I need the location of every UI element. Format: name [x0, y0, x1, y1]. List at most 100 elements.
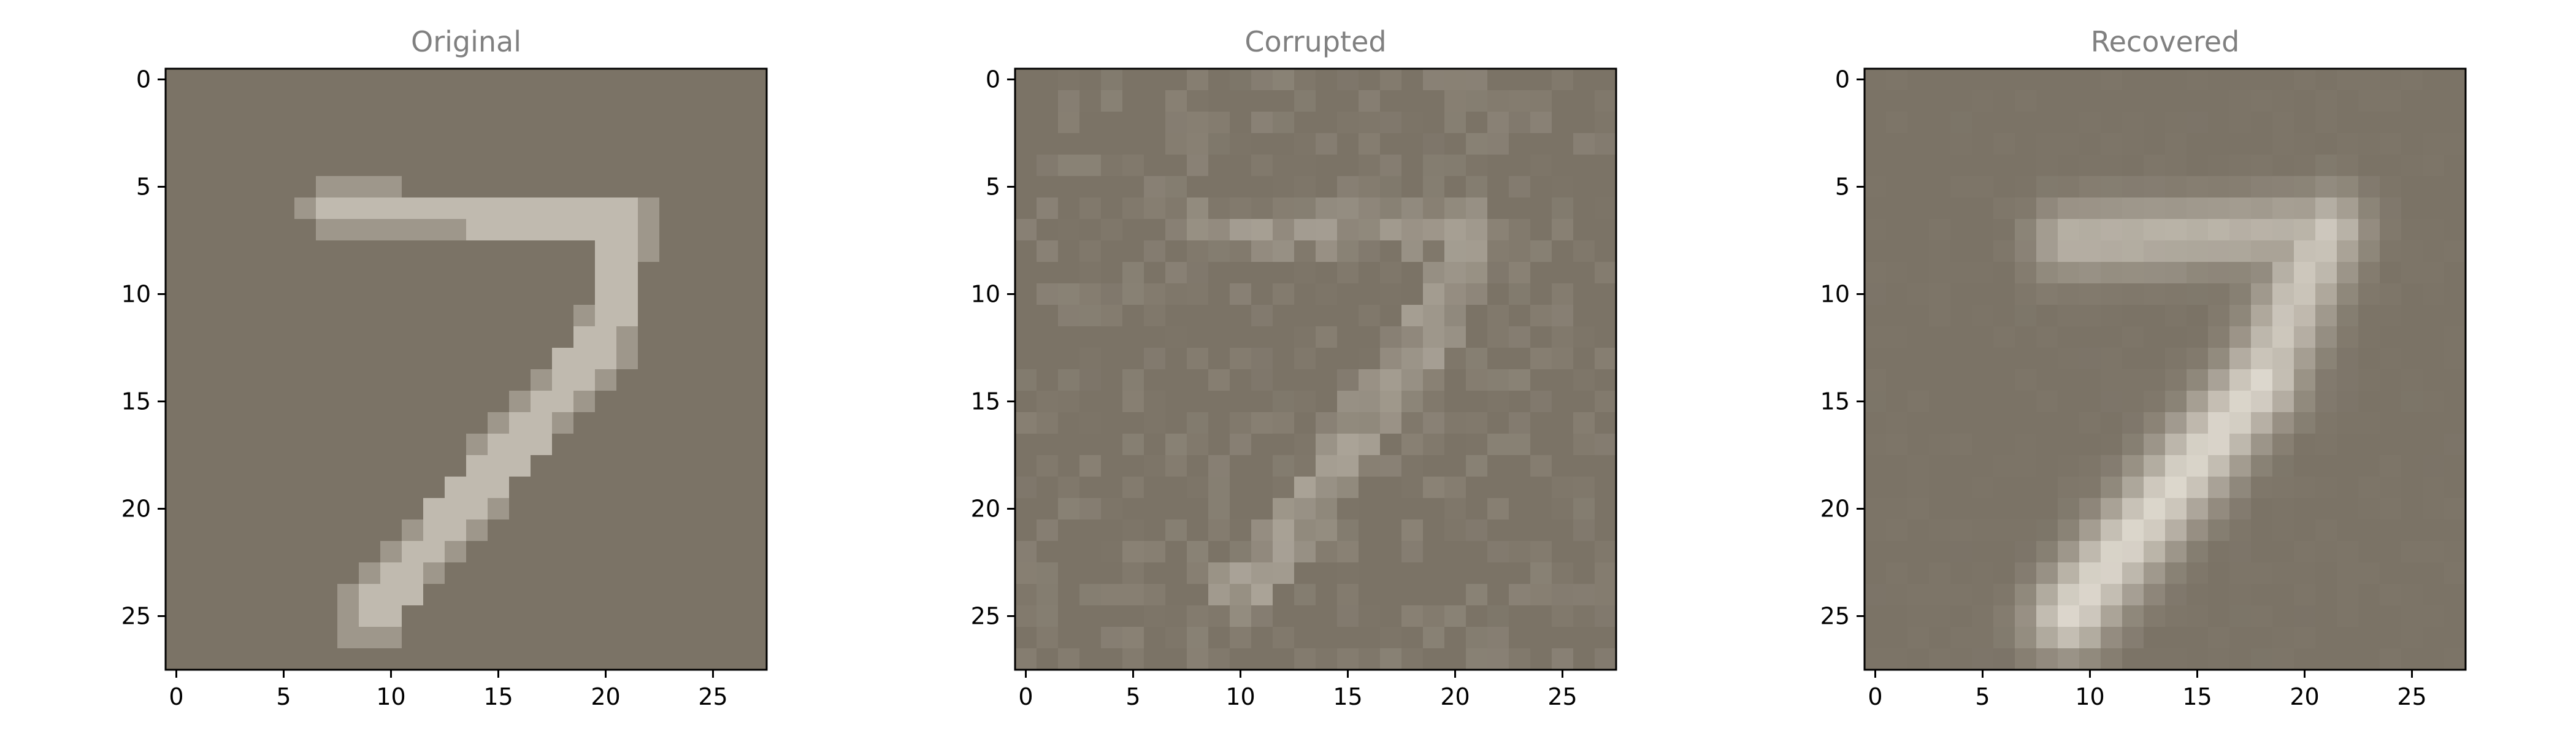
pixel	[1423, 584, 1445, 606]
pixel	[337, 240, 359, 263]
pixel	[1101, 541, 1123, 563]
pixel	[1058, 305, 1080, 327]
pixel	[2165, 262, 2187, 284]
pixel	[445, 112, 467, 134]
pixel	[1530, 176, 1552, 198]
pixel	[1444, 541, 1466, 563]
pixel	[2380, 562, 2402, 585]
pixel	[1079, 498, 1102, 520]
pixel	[1079, 219, 1102, 241]
pixel	[187, 305, 209, 327]
pixel	[1993, 112, 2015, 134]
pixel	[1380, 648, 1402, 670]
pixel	[488, 519, 510, 542]
pixel	[1907, 434, 1930, 456]
pixel	[2122, 648, 2144, 670]
pixel	[1316, 519, 1338, 542]
pixel	[1865, 562, 1887, 585]
pixel	[2294, 455, 2316, 477]
pixel	[2358, 412, 2380, 434]
pixel	[402, 69, 424, 91]
pixel	[2122, 155, 2144, 177]
pixel	[2272, 498, 2294, 520]
pixel	[1993, 412, 2015, 434]
pixel	[1573, 434, 1595, 456]
pixel	[337, 434, 359, 456]
pixel	[1015, 477, 1037, 499]
pixel	[616, 605, 638, 627]
pixel	[1929, 477, 1951, 499]
pixel	[1015, 605, 1037, 627]
pixel	[2380, 519, 2402, 542]
pixel	[1337, 326, 1359, 348]
pixel	[2380, 305, 2402, 327]
pixel	[1337, 90, 1359, 112]
pixel	[1101, 305, 1123, 327]
pixel	[2079, 584, 2101, 606]
pixel	[1359, 176, 1381, 198]
y-tick-label: 15	[971, 388, 1000, 415]
pixel	[1466, 412, 1488, 434]
pixel	[2315, 155, 2337, 177]
pixel	[294, 541, 316, 563]
pixel	[2337, 262, 2359, 284]
pixel	[1380, 627, 1402, 649]
pixel	[2358, 562, 2380, 585]
pixel	[552, 197, 574, 220]
pixel	[659, 412, 681, 434]
pixel	[1552, 391, 1574, 413]
pixel	[1273, 155, 1295, 177]
pixel	[2358, 648, 2380, 670]
pixel	[2165, 197, 2187, 220]
pixel	[1294, 391, 1316, 413]
pixel	[1101, 391, 1123, 413]
pixel	[1950, 176, 1972, 198]
pixel	[1187, 112, 1209, 134]
pixel	[380, 176, 402, 198]
pixel	[552, 219, 574, 241]
pixel	[2251, 412, 2273, 434]
pixel	[1037, 197, 1059, 220]
pixel	[1101, 262, 1123, 284]
pixel	[1337, 262, 1359, 284]
pixel	[2036, 605, 2058, 627]
pixel	[531, 498, 553, 520]
pixel	[359, 648, 381, 670]
pixel	[1444, 584, 1466, 606]
pixel	[2015, 541, 2037, 563]
pixel	[1509, 305, 1531, 327]
pixel	[595, 477, 617, 499]
pixel	[2358, 155, 2380, 177]
pixel	[2423, 240, 2445, 263]
pixel	[1865, 112, 1887, 134]
pixel	[1509, 283, 1531, 305]
pixel	[337, 562, 359, 585]
pixel	[552, 112, 574, 134]
pixel	[2358, 541, 2380, 563]
pixel	[1015, 584, 1037, 606]
pixel	[638, 434, 660, 456]
pixel	[1208, 112, 1230, 134]
pixel	[2101, 477, 2123, 499]
pixel	[2122, 262, 2144, 284]
pixel	[251, 477, 274, 499]
pixel	[2165, 562, 2187, 585]
pixel	[488, 283, 510, 305]
pixel	[2036, 391, 2058, 413]
pixel	[681, 627, 703, 649]
pixel	[724, 69, 746, 91]
pixel	[2229, 562, 2252, 585]
pixel	[1037, 155, 1059, 177]
pixel	[445, 240, 467, 263]
pixel	[273, 519, 295, 542]
pixel	[1865, 605, 1887, 627]
pixel	[724, 176, 746, 198]
pixel	[294, 605, 316, 627]
pixel	[2358, 112, 2380, 134]
pixel	[187, 219, 209, 241]
pixel	[681, 412, 703, 434]
pixel	[724, 434, 746, 456]
pixel	[1122, 627, 1144, 649]
pixel	[1230, 519, 1252, 542]
pixel	[1950, 605, 1972, 627]
